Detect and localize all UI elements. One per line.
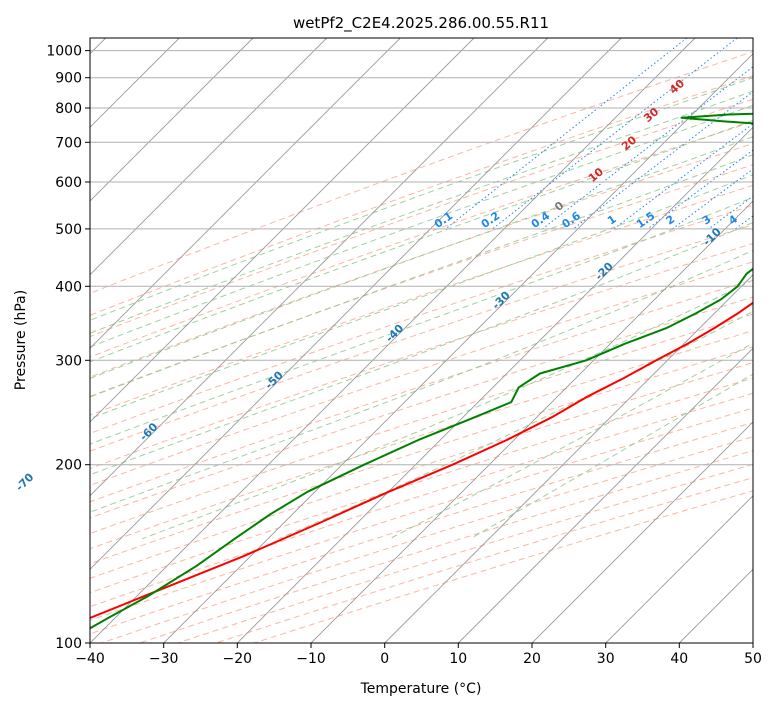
mixing-ratio-label: 2 [664,213,678,228]
skewed-isotherm [90,38,696,643]
moist-adiabat [90,136,753,379]
y-axis: 100 200 300 400 500 600 700 800 900 1000 [46,44,90,652]
y-tick-label: 800 [55,101,82,117]
data-lines [90,112,753,630]
dry-adiabat [90,330,753,550]
x-tick-label: −20 [223,651,253,667]
dry-adiabat [101,436,753,643]
dry-adiabat [90,51,753,294]
mixing-ratio-label: 0.4 [529,209,553,231]
skewed-isotherm [90,38,328,276]
y-tick-label: 400 [55,279,82,295]
y-tick-label: 900 [55,71,82,87]
x-tick-label: 40 [670,651,688,667]
plot-frame [89,37,754,644]
y-tick-label: 100 [55,636,82,652]
x-tick-label: −10 [296,651,326,667]
y-tick-label: 300 [55,353,82,369]
skewed-isotherm [90,38,622,570]
skewed-isotherm [163,53,753,643]
mixing-ratio-line [613,123,753,230]
y-axis-label: Pressure (hPa) [13,290,29,390]
dry-adiabat [90,75,753,316]
skewed-isotherm [752,642,753,643]
x-tick-label: 20 [523,651,541,667]
temperature-profile [90,301,753,620]
skewed-isotherm [457,347,753,643]
line-labels: 0.10.20.40.611.5234-100-90-80-70-60-50-4… [13,77,740,494]
dry-adiabat [90,392,753,608]
mixing-ratio-line [734,215,753,230]
x-tick-label: 0 [380,651,389,667]
x-tick-label: −30 [149,651,179,667]
dry-adiabat [90,224,753,452]
moist-adiabat [90,174,753,420]
isotherm-label: -30 [490,289,513,312]
moist-adiabat [90,196,753,445]
mixing-ratio-line [542,66,753,230]
mixing-ratio-line [572,91,753,230]
dry-adiabat [90,143,753,378]
y-tick-label: 1000 [46,44,82,60]
x-axis-label: Temperature (°C) [360,681,482,697]
mixing-ratio-label: 3 [700,213,714,228]
y-tick-label: 700 [55,135,82,151]
mixing-ratio-line [445,38,688,230]
dry-adiabat [90,184,753,416]
x-tick-label: 10 [449,651,467,667]
skewed-isotherm [384,274,753,643]
x-axis: −40 −30 −20 −10 0 10 20 30 40 50 [75,643,762,667]
dry-adiabat [177,463,753,643]
y-tick-label: 600 [55,175,82,191]
moist-adiabat [389,342,753,540]
skewed-isotherm [90,38,475,423]
mixing-ratio-label: 0.1 [432,209,455,231]
mixing-ratio-label: 1.5 [634,209,657,231]
chart-title: wetPf2_C2E4.2025.286.00.55.R11 [293,14,549,33]
moist-adiabat-label: 20 [619,133,639,153]
dry-adiabat [90,313,753,535]
y-tick-label: 500 [55,222,82,238]
dry-adiabat [90,164,753,397]
skewed-isotherm [90,38,549,497]
y-tick-label: 200 [55,458,82,474]
x-tick-label: 30 [597,651,615,667]
x-tick-label: 50 [744,651,762,667]
isotherm-label: -20 [593,259,616,282]
isotherm-label: -40 [383,321,406,344]
dry-adiabat [90,279,753,503]
dry-adiabat [90,362,753,579]
skewed-isotherm [236,126,753,643]
skewed-isotherm [90,38,401,349]
mixing-ratio-label: 1 [605,213,619,228]
moist-adiabat [470,373,753,540]
moist-adiabat [90,104,753,348]
mixing-ratio-line [492,38,738,230]
isotherm-label: -70 [13,470,36,493]
gridlines [90,38,753,643]
dewpoint-profile [90,112,753,630]
isotherm-label: -50 [263,368,286,391]
moist-adiabat [90,90,753,334]
skewed-isotherm [310,200,753,643]
moist-adiabat [90,154,753,398]
skewed-isotherm [605,495,753,643]
x-tick-label: −40 [75,651,105,667]
skewed-isotherm [531,421,753,643]
moist-adiabat [90,249,753,513]
mixing-ratio-line [672,168,753,230]
skewed-isotherm [90,38,254,202]
dry-adiabat [90,98,753,338]
isotherm-label: -60 [137,420,160,443]
